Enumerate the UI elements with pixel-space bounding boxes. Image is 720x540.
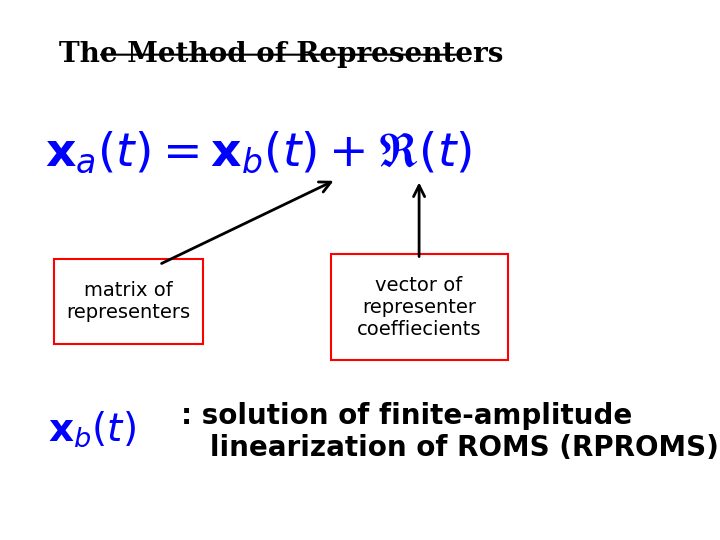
Text: $\mathbf{x}_b(t)$: $\mathbf{x}_b(t)$ [48,410,136,449]
FancyBboxPatch shape [54,259,203,345]
FancyBboxPatch shape [330,254,508,360]
Text: vector of
representer
coeffiecients: vector of representer coeffiecients [357,276,482,339]
Text: $\mathbf{x}_a(t) = \mathbf{x}_b(t) + \mathfrak{R}(t)$: $\mathbf{x}_a(t) = \mathbf{x}_b(t) + \ma… [45,130,472,176]
Text: : solution of finite-amplitude
   linearization of ROMS (RPROMS): : solution of finite-amplitude lineariza… [181,402,719,462]
Text: The Method of Representers: The Method of Representers [58,42,503,69]
Text: matrix of
representers: matrix of representers [66,281,191,322]
